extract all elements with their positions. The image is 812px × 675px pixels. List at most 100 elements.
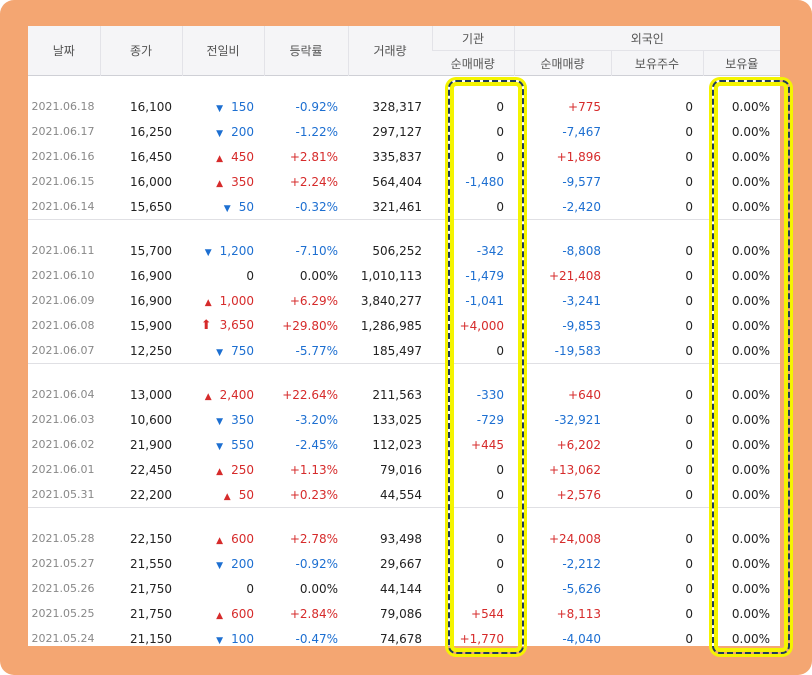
cell-foreign-net: +2,576 (556, 487, 601, 502)
cell-change: ▼ 550 (182, 432, 264, 457)
cell-volume: 74,678 (380, 631, 422, 646)
cell-change: ▼ 100 (182, 626, 264, 646)
down-triangle-icon: ▼ (216, 347, 224, 358)
group-gap (28, 508, 780, 526)
cell-foreign-ratio: 0.00% (731, 174, 771, 189)
up-triangle-icon: ▲ (216, 153, 224, 164)
cell-change: ▲ 600 (182, 526, 264, 551)
cell-rate: 0.00% (299, 268, 338, 283)
cell-rate: 0.00% (299, 581, 338, 596)
cell-inst-net: -1,479 (465, 268, 504, 283)
cell-volume: 133,025 (372, 412, 422, 427)
change-value: 250 (231, 462, 254, 477)
cell-change: ▲ 1,000 (182, 288, 264, 313)
cell-foreign-hold: 0 (685, 412, 693, 427)
cell-rate: -0.47% (295, 631, 338, 646)
cell-foreign-hold: 0 (685, 462, 693, 477)
cell-foreign-ratio: 0.00% (731, 387, 771, 402)
cell-close: 21,150 (130, 631, 172, 646)
cell-foreign-net: -8,808 (562, 243, 601, 258)
table-row: 2021.05.28 22,150 ▲ 600 +2.78% 93,498 0 +24,008… (28, 526, 780, 551)
upper-limit-arrow-icon: ⬆ (200, 318, 212, 333)
cell-volume: 506,252 (372, 243, 422, 258)
cell-foreign-net: -4,040 (562, 631, 601, 646)
cell-date: 2021.06.01 (31, 463, 95, 476)
cell-foreign-ratio: 0.00% (731, 631, 771, 646)
cell-close: 21,750 (130, 606, 172, 621)
cell-change: 0 (182, 576, 264, 601)
table-row: 2021.06.08 15,900 ⬆ 3,650 +29.80% 1,286,985 +4… (28, 313, 780, 338)
cell-inst-net: 0 (496, 124, 504, 139)
cell-change: ▼ 200 (182, 551, 264, 576)
change-value: 3,650 (219, 318, 254, 332)
cell-volume: 93,498 (380, 531, 422, 546)
cell-foreign-hold: 0 (685, 387, 693, 402)
cell-date: 2021.06.08 (31, 319, 95, 332)
cell-change: 0 (182, 263, 264, 288)
table-row: 2021.05.25 21,750 ▲ 600 +2.84% 79,086 +544 +8,1… (28, 601, 780, 626)
cell-inst-net: -342 (476, 243, 504, 258)
highlight-ratio-column (712, 80, 790, 654)
cell-foreign-hold: 0 (685, 531, 693, 546)
up-triangle-icon: ▲ (216, 466, 224, 477)
cell-foreign-hold: 0 (685, 268, 693, 283)
change-value: 750 (231, 343, 254, 358)
cell-rate: -1.22% (295, 124, 338, 139)
table-row: 2021.06.07 12,250 ▼ 750 -5.77% 185,497 0 -19,58… (28, 338, 780, 364)
cell-close: 21,900 (130, 437, 172, 452)
cell-foreign-ratio: 0.00% (731, 318, 771, 333)
cell-foreign-hold: 0 (685, 174, 693, 189)
cell-close: 16,000 (130, 174, 172, 189)
cell-foreign-ratio: 0.00% (731, 99, 771, 114)
cell-inst-net: -729 (476, 412, 504, 427)
cell-foreign-hold: 0 (685, 581, 693, 596)
cell-foreign-net: -5,626 (562, 581, 601, 596)
col-change: 전일비 (181, 26, 264, 76)
change-value: 350 (231, 174, 254, 189)
cell-foreign-net: -7,467 (562, 124, 601, 139)
cell-foreign-net: +6,202 (556, 437, 601, 452)
cell-date: 2021.06.11 (31, 244, 95, 257)
cell-rate: -2.45% (295, 437, 338, 452)
cell-change: ▲ 450 (182, 144, 264, 169)
cell-change: ▲ 2,400 (182, 382, 264, 407)
col-foreign: 외국인 (513, 26, 780, 51)
table-row: 2021.06.04 13,000 ▲ 2,400 +22.64% 211,563 -330… (28, 382, 780, 407)
change-value: 2,400 (219, 387, 254, 402)
down-triangle-icon: ▼ (204, 247, 212, 258)
cell-date: 2021.06.14 (31, 200, 95, 213)
cell-inst-net: 0 (496, 531, 504, 546)
cell-volume: 112,023 (372, 437, 422, 452)
cell-inst-net: 0 (496, 581, 504, 596)
table-row: 2021.06.02 21,900 ▼ 550 -2.45% 112,023 +445 +6,… (28, 432, 780, 457)
cell-close: 21,550 (130, 556, 172, 571)
up-triangle-icon: ▲ (204, 297, 212, 308)
cell-rate: +2.78% (289, 531, 338, 546)
cell-foreign-hold: 0 (685, 293, 693, 308)
cell-inst-net: +4,000 (459, 318, 504, 333)
cell-foreign-net: -9,577 (562, 174, 601, 189)
cell-volume: 185,497 (372, 343, 422, 358)
cell-foreign-ratio: 0.00% (731, 556, 771, 571)
table-row: 2021.06.03 10,600 ▼ 350 -3.20% 133,025 -729 -32… (28, 407, 780, 432)
cell-date: 2021.06.07 (31, 344, 95, 357)
cell-volume: 29,667 (380, 556, 422, 571)
cell-close: 21,750 (130, 581, 172, 596)
cell-inst-net: 0 (496, 99, 504, 114)
cell-close: 13,000 (130, 387, 172, 402)
table-body: 2021.06.18 16,100 ▼ 150 -0.92% 328,317 0 +775 0 0… (28, 76, 780, 647)
cell-foreign-hold: 0 (685, 487, 693, 502)
cell-foreign-hold: 0 (685, 149, 693, 164)
cell-rate: -0.92% (295, 99, 338, 114)
cell-foreign-net: -3,241 (562, 293, 601, 308)
cell-change: ▲ 600 (182, 601, 264, 626)
down-triangle-icon: ▼ (216, 416, 224, 427)
change-value: 0 (246, 581, 254, 596)
cell-date: 2021.06.18 (31, 100, 95, 113)
up-triangle-icon: ▲ (216, 178, 224, 189)
cell-rate: +22.64% (282, 387, 338, 402)
daily-trading-table: 날짜 종가 전일비 등락률 거래량 기관 외국인 순매매량 순매매량 보유주수 … (28, 26, 780, 646)
cell-change: ▲ 50 (182, 482, 264, 508)
table-row: 2021.06.09 16,900 ▲ 1,000 +6.29% 3,840,277 -1,… (28, 288, 780, 313)
cell-volume: 44,554 (380, 487, 422, 502)
